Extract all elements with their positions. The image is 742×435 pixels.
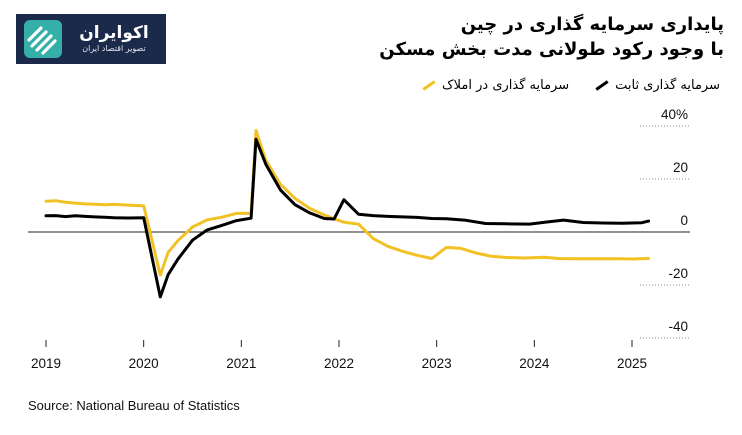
y-tick-label: 40%: [661, 107, 688, 122]
chart-legend: سرمایه گذاری ثابت سرمایه گذاری در املاک: [422, 78, 720, 93]
chart-title-line-1: پایداری سرمایه گذاری در چین: [460, 14, 724, 35]
x-tick-label: 2024: [519, 356, 550, 371]
x-tick-label: 2020: [129, 356, 159, 371]
y-tick-label: 20: [673, 160, 688, 175]
series-line-fixed-investment: [44, 137, 651, 299]
legend-item-fixed-investment: سرمایه گذاری ثابت: [595, 78, 720, 93]
x-tick-label: 2023: [422, 356, 452, 371]
brand-logo: اکوایران تصویر اقتصاد ایران: [16, 14, 166, 64]
source-note: Source: National Bureau of Statistics: [28, 398, 240, 413]
legend-label: سرمایه گذاری ثابت: [615, 78, 720, 93]
brand-tagline: تصویر اقتصاد ایران: [82, 44, 146, 53]
y-tick-label: 0: [680, 213, 688, 228]
x-tick-label: 2022: [324, 356, 354, 371]
x-tick-label: 2021: [226, 356, 256, 371]
y-tick-label: -20: [668, 266, 688, 281]
series-line-property-investment: [44, 129, 651, 277]
legend-item-property-investment: سرمایه گذاری در املاک: [422, 78, 569, 93]
x-tick-label: 2025: [617, 356, 647, 371]
chart-title: پایداری سرمایه گذاری در چین با وجود رکود…: [184, 12, 724, 62]
brand-name: اکوایران: [79, 23, 149, 43]
chart-title-line-2: با وجود رکود طولانی مدت بخش مسکن: [379, 39, 724, 60]
y-tick-label: -40: [668, 319, 688, 334]
x-tick-label: 2019: [31, 356, 61, 371]
brand-mark-icon: [24, 20, 62, 58]
legend-label: سرمایه گذاری در املاک: [442, 78, 570, 93]
